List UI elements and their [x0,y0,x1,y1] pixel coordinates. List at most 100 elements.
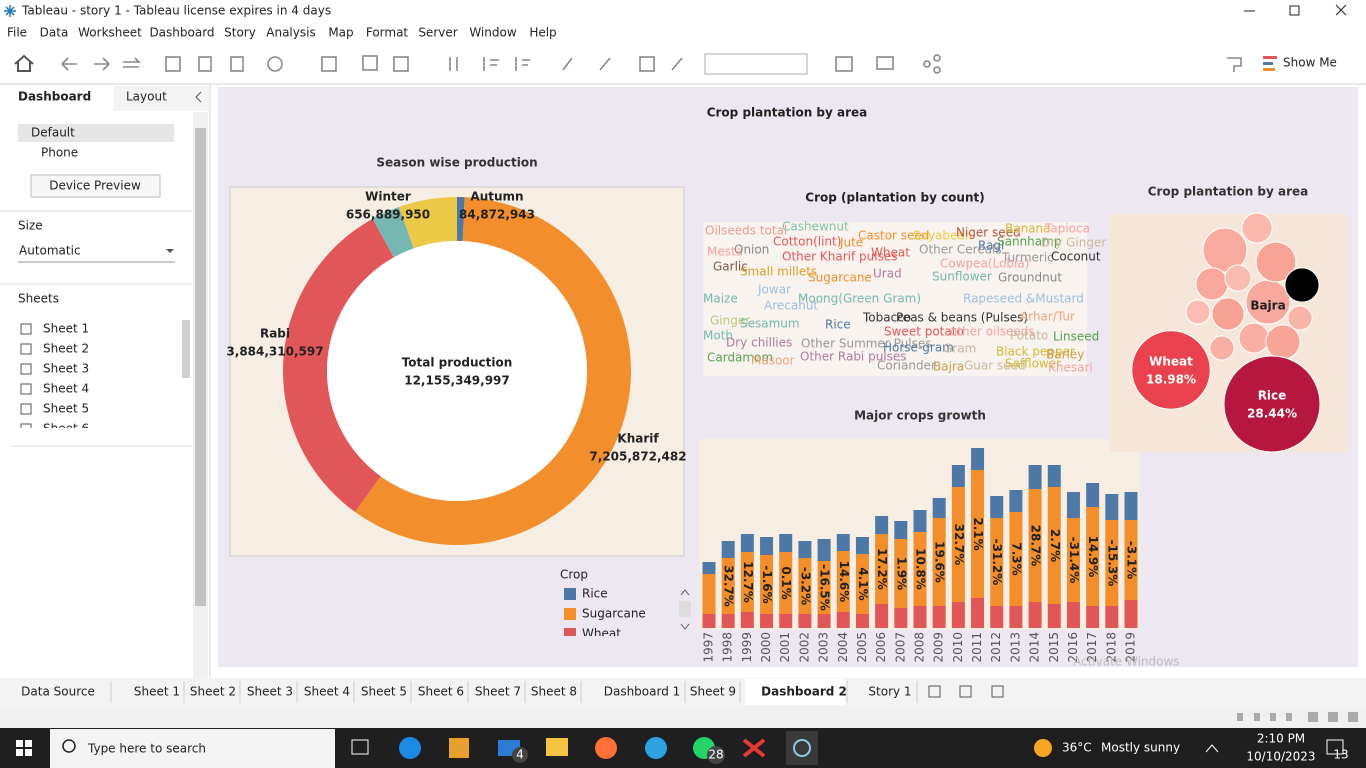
growth-label: 14.6% [837,561,851,603]
x-tick-label: 2000 [759,632,773,663]
tab[interactable]: Sheet 9 [690,685,736,699]
tab[interactable]: Sheet 4 [304,685,350,699]
tab[interactable]: Sheet 1 [134,685,180,699]
notifications-icon[interactable] [1326,739,1344,755]
active-tab-bg [745,679,845,705]
tab[interactable]: Sheet 8 [531,685,577,699]
cloud-word: Moong(Green Gram) [798,292,921,306]
menu-item[interactable]: Story [224,26,256,40]
tab[interactable]: Dashboard 2 [761,685,847,699]
menu-item[interactable]: Help [529,26,556,40]
bar-segment [721,558,735,614]
clock-date[interactable]: 10/10/2023 [1246,750,1315,764]
sheet-item[interactable]: Sheet 6 [43,422,89,436]
bar-segment [1028,602,1042,628]
collapse-button[interactable] [195,91,202,103]
sheet-item[interactable]: Sheet 4 [43,382,89,396]
menu-item[interactable]: Dashboard [149,26,214,40]
bubble [1284,267,1320,303]
menu-item[interactable]: Window [469,26,517,40]
home-button[interactable] [14,54,34,72]
growth-label: 2.1% [971,517,985,550]
legend-label[interactable]: Sugarcane [582,607,646,621]
donut-hole [327,241,587,501]
tab[interactable]: Data Source [21,685,95,699]
tab[interactable]: Sheet 7 [475,685,521,699]
bubble [1185,299,1211,325]
cloud-word: Soyabean [913,229,972,243]
cloud-word: Other Cereals [919,243,1002,257]
cloud-word: Wheat [871,246,910,260]
start-button[interactable] [16,740,32,756]
cloud-word: Coconut [1051,250,1101,264]
device-phone[interactable]: Phone [41,146,78,160]
clock-time[interactable]: 2:10 PM [1257,732,1305,746]
new-sheet-buttons[interactable] [928,685,1004,698]
bubble [1287,305,1313,331]
bar-segment [1105,494,1119,520]
restore-button[interactable] [1289,5,1300,16]
dropdown-arrow[interactable] [166,249,174,253]
taskbar-apps[interactable] [351,731,818,765]
sheets-scrollbar[interactable] [182,320,190,378]
device-preview-button[interactable] [30,174,161,198]
tab[interactable]: Dashboard 1 [604,685,681,699]
menu-item[interactable]: Format [366,26,409,40]
menu-item[interactable]: Worksheet [78,26,142,40]
show-me-icon[interactable] [1263,56,1277,71]
layout-tab[interactable]: Layout [126,90,167,104]
close-button[interactable] [1335,4,1347,16]
bubble-value: 18.98% [1146,373,1196,387]
cloud-word: Sweet potato [884,325,964,339]
bar-segment [1105,520,1119,606]
x-tick-label: 2010 [951,632,965,663]
tab[interactable]: Sheet 6 [418,685,464,699]
weather-icon[interactable] [1034,739,1052,757]
tab[interactable]: Sheet 5 [361,685,407,699]
cloud-word: Onion [734,243,769,257]
x-tick-label: 2002 [797,632,811,663]
toolbar-icons[interactable] [61,53,1242,75]
scrollbar-thumb[interactable] [195,128,206,606]
weather[interactable]: Mostly sunny [1101,741,1180,755]
legend-scroll[interactable] [679,589,691,630]
slice-label: Winter [365,190,411,204]
bubble [1238,322,1270,354]
bubble [1224,264,1252,292]
slice-label: Autumn [470,190,523,204]
menu-item[interactable]: Map [328,26,353,40]
tab[interactable]: Sheet 2 [190,685,236,699]
cloud-word: Horse-gram [883,341,954,355]
legend-label[interactable]: Wheat [582,627,621,641]
legend-title: Crop [560,568,588,582]
menu-item[interactable]: Data [40,26,69,40]
bar-segment [1028,489,1042,602]
x-tick-label: 2008 [913,632,927,663]
menu-item[interactable]: Analysis [266,26,315,40]
size-dropdown[interactable]: Automatic [19,244,81,258]
menu-item[interactable]: File [7,26,27,40]
sheet-item[interactable]: Sheet 5 [43,402,89,416]
menu-item[interactable]: Server [418,26,457,40]
device-default[interactable]: Default [31,126,75,140]
tab[interactable]: Story 1 [868,685,911,699]
dashboard-tab[interactable]: Dashboard [18,90,91,104]
cloud-word: Ragi [978,239,1004,253]
tray-expand[interactable] [1205,744,1219,753]
tab[interactable]: Sheet 3 [247,685,293,699]
show-me-button[interactable]: Show Me [1283,56,1337,70]
legend-label[interactable]: Rice [582,587,608,601]
search-box[interactable] [50,729,335,768]
temperature[interactable]: 36°C [1062,741,1092,755]
cloud-word: Moth [703,329,733,343]
sheet-item[interactable]: Sheet 3 [43,362,89,376]
cloud-word: Arecanut [764,299,818,313]
sheets-label: Sheets [18,292,59,306]
sheet-item[interactable]: Sheet 1 [43,322,89,336]
sheet-item[interactable]: Sheet 2 [43,342,89,356]
sidebar [0,85,210,678]
bar-segment [760,537,774,555]
title-bar [0,0,1366,22]
status-controls[interactable] [1237,712,1358,722]
